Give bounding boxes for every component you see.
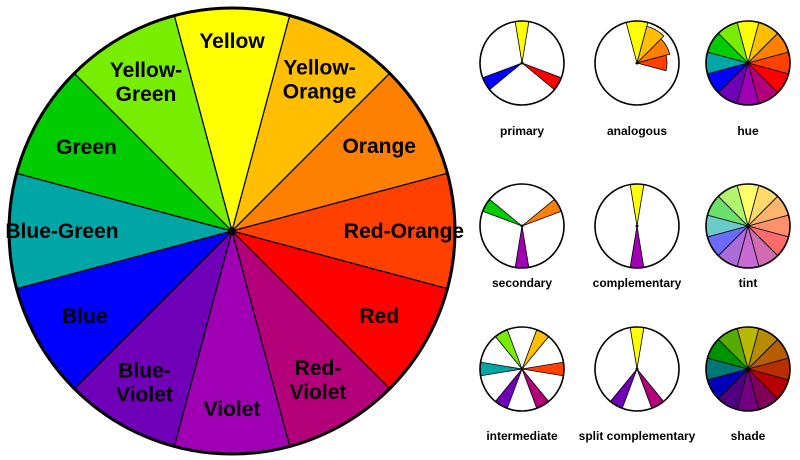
scheme-wheel-tint (705, 183, 791, 269)
scheme-wheel-outline (705, 20, 791, 106)
scheme-label: intermediate (486, 429, 558, 443)
scheme-segment-yellow-orange (636, 25, 665, 65)
scheme-label: complementary (593, 276, 682, 290)
scheme-wheel-hue (705, 20, 791, 106)
wheel-label-orange: Orange (342, 135, 416, 158)
wheel-label-yellow-orange: Yellow-Orange (283, 56, 357, 103)
scheme-wheel-outline (594, 20, 680, 106)
scheme-wheel-center (746, 367, 750, 371)
scheme-wheel-outline (479, 326, 565, 412)
scheme-wheel-center (520, 367, 524, 371)
wheel-label-blue-green: Blue-Green (5, 220, 118, 243)
scheme-wheel-outline (705, 183, 791, 269)
scheme-wheel-center (520, 224, 524, 228)
scheme-wheel-center (635, 224, 639, 228)
scheme-label: analogous (607, 124, 667, 138)
wheel-outline (7, 6, 457, 456)
wheel-label-violet: Violet (204, 398, 261, 421)
wheel-label-blue-violet: Blue-Violet (116, 360, 173, 407)
scheme-wheel-intermediate (479, 326, 565, 412)
wheel-label-yellow: Yellow (199, 30, 265, 53)
scheme-wheel-primary (479, 20, 565, 106)
scheme-wheel-outline (479, 20, 565, 106)
main-color-wheel: Yellow Yellow-Orange Orange Red-Orange Red Re… (5, 6, 464, 456)
wheel-label-red-violet: Red-Violet (290, 357, 347, 404)
scheme-wheels: primary analogous hue secondary complementar… (479, 20, 791, 443)
scheme-wheel-outline (479, 183, 565, 269)
wheel-center (228, 227, 236, 235)
scheme-label: tint (739, 276, 758, 290)
scheme-label: shade (731, 429, 766, 443)
scheme-label: secondary (492, 276, 552, 290)
scheme-label: split complementary (579, 429, 696, 443)
scheme-wheel-center (746, 61, 750, 65)
scheme-wheel-center (746, 224, 750, 228)
scheme-wheel-secondary (479, 183, 565, 269)
scheme-wheel-split-complementary (594, 326, 680, 412)
scheme-segment-orange (635, 38, 671, 64)
wheel-label-yellow-green: Yellow-Green (110, 59, 182, 106)
scheme-label: hue (737, 124, 759, 138)
scheme-wheel-center (635, 367, 639, 371)
scheme-wheel-center (520, 61, 524, 65)
scheme-wheel-analogous (594, 20, 680, 106)
scheme-wheel-outline (594, 183, 680, 269)
scheme-wheel-shade (705, 326, 791, 412)
wheel-label-blue: Blue (62, 305, 108, 328)
scheme-wheel-complementary (594, 183, 680, 269)
scheme-wheel-outline (594, 326, 680, 412)
scheme-wheel-center (635, 61, 639, 65)
scheme-segment-red-orange (635, 54, 668, 72)
wheel-label-red: Red (359, 305, 399, 328)
wheel-label-red-orange: Red-Orange (344, 220, 464, 243)
scheme-wheel-outline (705, 326, 791, 412)
wheel-label-green: Green (56, 136, 117, 159)
scheme-label: primary (500, 124, 544, 138)
